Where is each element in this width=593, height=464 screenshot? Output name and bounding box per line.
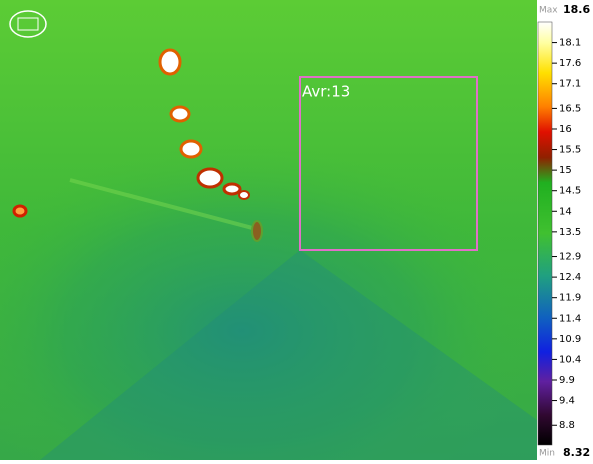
tick-label: 14.5 bbox=[559, 186, 581, 197]
tick-label: 11.4 bbox=[559, 313, 581, 324]
tick-label: 15 bbox=[559, 165, 572, 176]
tick-label: 18.1 bbox=[559, 38, 581, 49]
tick-label: 9.9 bbox=[559, 375, 575, 386]
tick-label: 13.5 bbox=[559, 227, 581, 238]
thermal-image: Avr:13 bbox=[0, 0, 537, 460]
tick-label: 15.5 bbox=[559, 145, 581, 156]
tick-label: 16.5 bbox=[559, 103, 581, 114]
tick-label: 9.4 bbox=[559, 396, 575, 407]
min-value: 8.32 bbox=[563, 446, 590, 459]
region-label: Avr:13 bbox=[302, 83, 350, 101]
tick-label: 17.1 bbox=[559, 79, 581, 90]
color-scale: Max 18.6 Min 8.32 18.1 17.6 17.1 16.5 16 15.5… bbox=[537, 0, 593, 460]
tick-label: 8.8 bbox=[559, 420, 575, 431]
thermal-viewer: Avr:13 Max 18.6 Min 8.32 18.1 17.6 17.1 16.… bbox=[0, 0, 593, 460]
tick-label: 16 bbox=[559, 124, 572, 135]
tick-label: 11.9 bbox=[559, 293, 581, 304]
max-label: Max bbox=[539, 6, 558, 16]
max-value: 18.6 bbox=[563, 3, 590, 16]
tick-label: 10.4 bbox=[559, 354, 581, 365]
tick-label: 12.4 bbox=[559, 272, 581, 283]
tick-label: 10.9 bbox=[559, 334, 581, 345]
tick-label: 17.6 bbox=[559, 58, 581, 69]
tick-label: 12.9 bbox=[559, 252, 581, 263]
min-label: Min bbox=[539, 449, 555, 459]
tick-label: 14 bbox=[559, 206, 572, 217]
